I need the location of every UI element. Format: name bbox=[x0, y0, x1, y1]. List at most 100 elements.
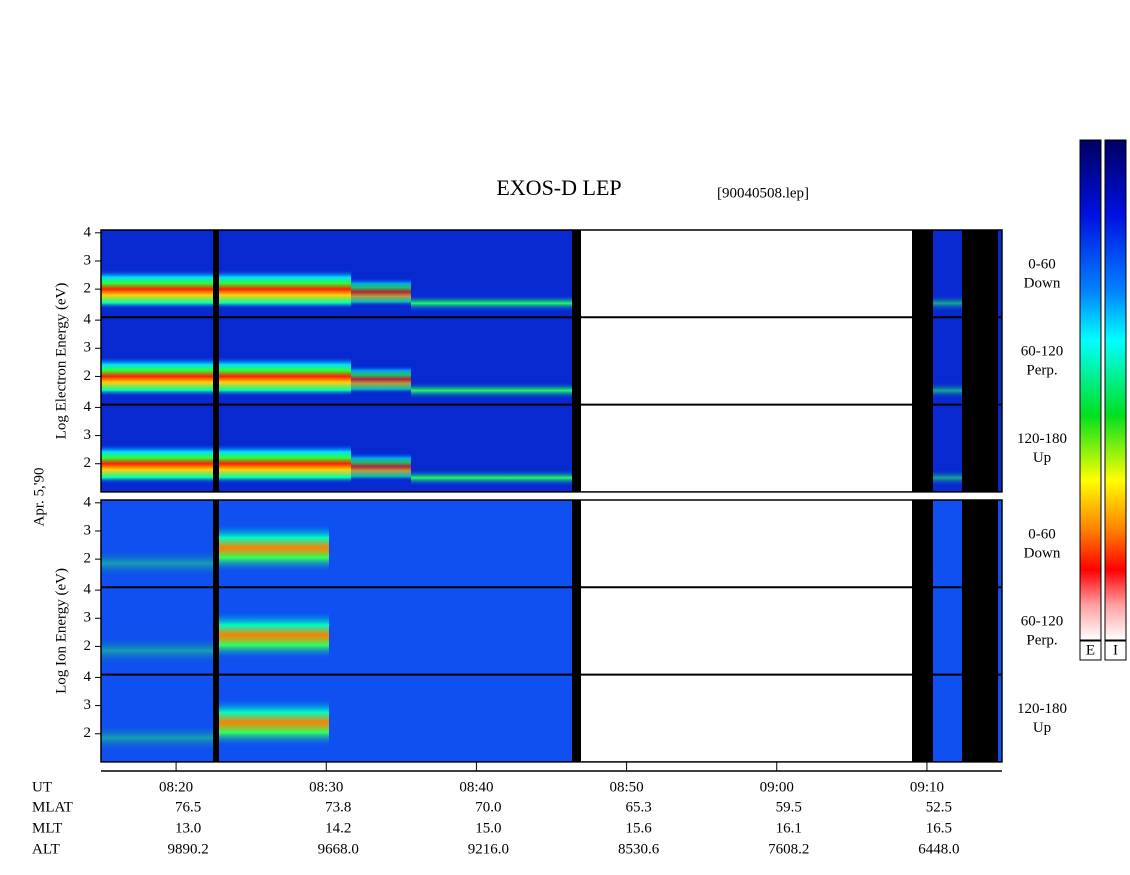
y-tick-label: 4 bbox=[84, 669, 92, 685]
orbit-row-label: MLAT bbox=[32, 799, 73, 815]
y-tick-label: 4 bbox=[84, 224, 92, 240]
ut-row-label: UT bbox=[32, 779, 52, 795]
pitch-direction: Up bbox=[1033, 450, 1051, 466]
spectrogram-band bbox=[101, 635, 219, 667]
orbit-value: 16.5 bbox=[926, 820, 952, 836]
spectrogram-band bbox=[933, 469, 962, 487]
orbit-value: 76.5 bbox=[175, 799, 201, 815]
y-tick-label: 3 bbox=[84, 610, 92, 626]
y-tick-label: 3 bbox=[84, 340, 92, 356]
y-tick-label: 2 bbox=[84, 281, 92, 297]
pitch-range: 120-180 bbox=[1017, 431, 1067, 447]
spectrogram-band bbox=[933, 294, 962, 312]
data-gap bbox=[213, 500, 219, 762]
pitch-range: 0-60 bbox=[1028, 256, 1056, 272]
orbit-value: 16.1 bbox=[776, 820, 802, 836]
x-tick-label: 08:20 bbox=[159, 779, 193, 795]
y-tick-label: 2 bbox=[84, 455, 92, 471]
y-axis-label: Log Electron Energy (eV) bbox=[53, 283, 69, 440]
spectrogram-band bbox=[351, 365, 411, 394]
y-tick-label: 2 bbox=[84, 551, 92, 567]
orbit-value: 52.5 bbox=[926, 799, 952, 815]
orbit-value: 6448.0 bbox=[918, 841, 959, 857]
spectrogram-band bbox=[351, 277, 411, 307]
x-tick-label: 08:40 bbox=[459, 779, 493, 795]
data-gap bbox=[962, 500, 998, 762]
spectrogram-band bbox=[101, 722, 219, 754]
y-tick-label: 4 bbox=[84, 582, 92, 598]
orbit-value: 7608.2 bbox=[768, 841, 809, 857]
orbit-value: 73.8 bbox=[325, 799, 351, 815]
pitch-direction: Down bbox=[1024, 545, 1061, 561]
x-tick-label: 08:50 bbox=[609, 779, 643, 795]
orbit-value: 14.2 bbox=[325, 820, 351, 836]
panel-frame bbox=[100, 499, 1003, 763]
pitch-direction: Perp. bbox=[1026, 363, 1057, 379]
y-tick-label: 2 bbox=[84, 638, 92, 654]
spectrogram-band bbox=[411, 294, 572, 312]
y-tick-label: 4 bbox=[84, 312, 92, 328]
pitch-range: 0-60 bbox=[1028, 526, 1056, 542]
colorbar-label: I bbox=[1113, 642, 1118, 658]
orbit-value: 13.0 bbox=[175, 820, 201, 836]
orbit-value: 15.6 bbox=[625, 820, 652, 836]
orbit-value: 8530.6 bbox=[618, 841, 660, 857]
y-tick-label: 4 bbox=[84, 399, 92, 415]
spectrogram-band bbox=[101, 444, 351, 484]
colorbar-label-box bbox=[1104, 640, 1127, 661]
y-tick-label: 2 bbox=[84, 725, 92, 741]
orbit-value: 59.5 bbox=[776, 799, 802, 815]
x-tick-label: 09:10 bbox=[910, 779, 944, 795]
orbit-value: 65.3 bbox=[625, 799, 651, 815]
spectrogram-band bbox=[411, 382, 572, 399]
y-tick-label: 4 bbox=[84, 494, 92, 510]
pitch-direction: Down bbox=[1024, 275, 1061, 291]
orbit-value: 9890.2 bbox=[167, 841, 208, 857]
y-tick-label: 3 bbox=[84, 697, 92, 713]
data-gap bbox=[581, 500, 912, 762]
colorbar bbox=[1079, 139, 1102, 641]
x-tick-label: 08:30 bbox=[309, 779, 343, 795]
panel-frame bbox=[100, 229, 1003, 493]
pitch-range: 60-120 bbox=[1021, 344, 1064, 360]
y-tick-label: 3 bbox=[84, 522, 92, 538]
orbit-row-label: ALT bbox=[32, 841, 60, 857]
data-gap bbox=[213, 230, 219, 492]
spectrogram-band bbox=[101, 269, 351, 309]
y-tick-label: 2 bbox=[84, 368, 92, 384]
spectrogram-band bbox=[411, 469, 572, 487]
colorbar-label-box bbox=[1079, 640, 1102, 661]
y-tick-label: 3 bbox=[84, 427, 92, 443]
data-gap bbox=[572, 230, 581, 492]
spectrogram-band bbox=[219, 697, 329, 748]
data-gap bbox=[572, 500, 581, 762]
orbit-value: 15.0 bbox=[475, 820, 501, 836]
orbit-row-label: MLT bbox=[32, 820, 62, 836]
x-tick-label: 09:00 bbox=[760, 779, 794, 795]
y-axis-label: Log Ion Energy (eV) bbox=[53, 568, 69, 694]
date-label: Apr. 5,'90 bbox=[31, 468, 47, 527]
spectrogram-band bbox=[101, 547, 219, 579]
y-tick-label: 3 bbox=[84, 252, 92, 268]
orbit-value: 70.0 bbox=[475, 799, 501, 815]
spectrogram-band bbox=[101, 356, 351, 397]
colorbar-label: E bbox=[1086, 642, 1095, 658]
spectrogram-band bbox=[351, 452, 411, 481]
chart-title: EXOS-D LEP bbox=[496, 175, 621, 200]
colorbar bbox=[1104, 139, 1127, 641]
pitch-range: 120-180 bbox=[1017, 701, 1067, 717]
spectrogram-band bbox=[933, 382, 962, 399]
orbit-value: 9216.0 bbox=[468, 841, 509, 857]
data-gap bbox=[581, 230, 912, 492]
data-gap bbox=[962, 230, 998, 492]
orbit-value: 9668.0 bbox=[318, 841, 359, 857]
pitch-range: 60-120 bbox=[1021, 614, 1064, 630]
pitch-direction: Perp. bbox=[1026, 633, 1057, 649]
spectrogram-band bbox=[219, 609, 329, 661]
data-gap bbox=[912, 230, 933, 492]
spectrogram-band bbox=[219, 522, 329, 574]
pitch-direction: Up bbox=[1033, 720, 1051, 736]
file-name: [90040508.lep] bbox=[717, 185, 809, 201]
data-gap bbox=[912, 500, 933, 762]
